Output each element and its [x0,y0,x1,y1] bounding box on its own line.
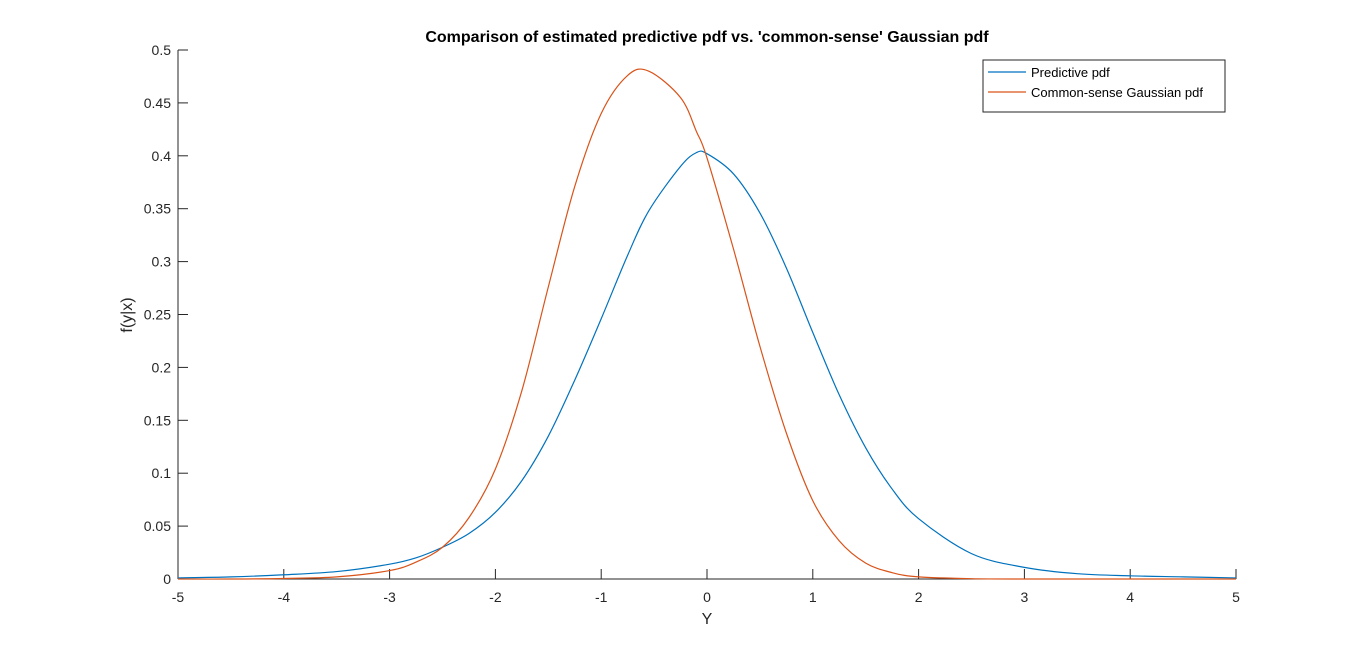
y-tick-label: 0.45 [144,95,171,111]
x-tick-label: 3 [1021,589,1029,605]
x-tick-label: -5 [172,589,185,605]
series-line-1 [177,150,1237,579]
x-axis-label: Y [702,611,713,628]
y-tick-label: 0.15 [144,412,171,428]
tick-labels: -5 -4 -3 -2 -1 0 1 2 3 4 5 0 0.05 0.1 0.15 0.2 0.25 0.3 0.… [144,42,1240,605]
series-lines [177,68,1237,580]
y-tick-label: 0.25 [144,307,171,323]
x-tick-label: -1 [595,589,608,605]
legend: Predictive pdf Common-sense Gaussian pdf [982,59,1226,113]
series-line-2 [177,68,1236,580]
x-tick-label: -4 [278,589,291,605]
chart-title: Comparison of estimated predictive pdf v… [425,29,989,46]
x-tick-label: -3 [383,589,396,605]
x-tick-label: 0 [703,589,711,605]
legend-entry: Predictive pdf [1031,65,1110,80]
y-tick-label: 0.3 [152,254,172,270]
ticks [177,49,1237,580]
y-tick-label: 0.35 [144,201,171,217]
x-tick-label: 2 [915,589,923,605]
axes-box [177,50,1236,580]
y-tick-label: 0.5 [152,42,172,58]
x-tick-label: -2 [489,589,502,605]
x-tick-label: 1 [809,589,817,605]
y-axis-label: f(y|x) [119,297,136,332]
legend-entry: Common-sense Gaussian pdf [1031,85,1203,100]
legend-box [982,59,1226,113]
y-tick-label: 0.05 [144,518,171,534]
x-tick-label: 5 [1232,589,1240,605]
x-tick-label: 4 [1126,589,1134,605]
y-tick-label: 0.4 [152,148,172,164]
y-tick-label: 0.2 [152,359,172,375]
y-tick-label: 0 [163,571,171,587]
y-tick-label: 0.1 [152,465,172,481]
